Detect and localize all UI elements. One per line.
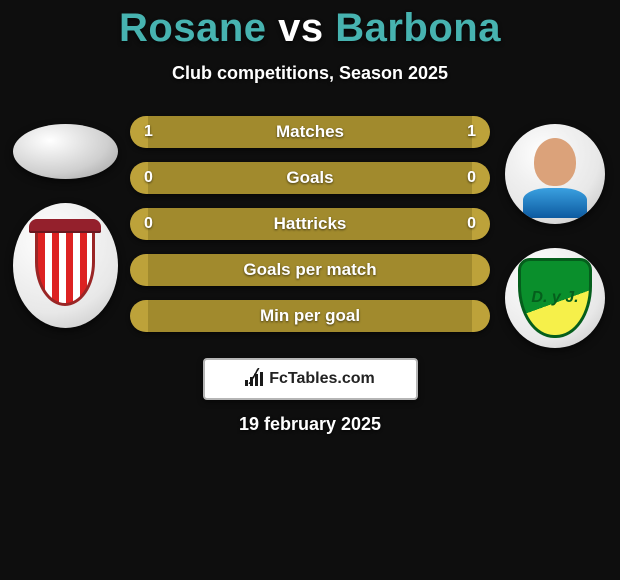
player1-avatar [13,124,118,179]
bar-goals-left: 0 [144,169,153,187]
vs-text: vs [267,6,336,50]
left-column [10,116,120,400]
headline: Rosane vs Barbona [0,6,620,51]
bar-matches-left: 1 [144,123,153,141]
comparison-infographic: Rosane vs Barbona Club competitions, Sea… [0,6,620,580]
bar-matches-right: 1 [467,123,476,141]
player2-club-crest: D. y J. [505,248,605,348]
subtitle: Club competitions, Season 2025 [0,63,620,84]
barchart-icon [245,372,263,386]
branding-text: FcTables.com [269,370,375,388]
content-row: 1 Matches 1 0 Goals 0 0 Hattricks 0 Goal… [0,116,620,400]
bar-gpm-label: Goals per match [243,260,376,280]
right-column: D. y J. [500,116,610,400]
dyj-badge-icon: D. y J. [518,258,592,338]
stat-bars: 1 Matches 1 0 Goals 0 0 Hattricks 0 Goal… [130,116,490,400]
bar-goals-label: Goals [286,168,333,188]
bar-hattricks-right: 0 [467,215,476,233]
bar-mpg-label: Min per goal [260,306,360,326]
bar-hattricks-left: 0 [144,215,153,233]
player1-club-crest [13,203,118,328]
player1-name: Rosane [119,6,267,50]
bar-hattricks: 0 Hattricks 0 [130,208,490,240]
bar-matches: 1 Matches 1 [130,116,490,148]
footer-date: 19 february 2025 [0,414,620,435]
bar-mpg: Min per goal [130,300,490,332]
branding-box: FcTables.com [203,358,418,400]
bar-gpm: Goals per match [130,254,490,286]
shield-icon [35,226,95,306]
bar-hattricks-label: Hattricks [274,214,347,234]
player2-name: Barbona [335,6,501,50]
bar-goals: 0 Goals 0 [130,162,490,194]
bar-matches-label: Matches [276,122,344,142]
player2-avatar [505,124,605,224]
bar-goals-right: 0 [467,169,476,187]
